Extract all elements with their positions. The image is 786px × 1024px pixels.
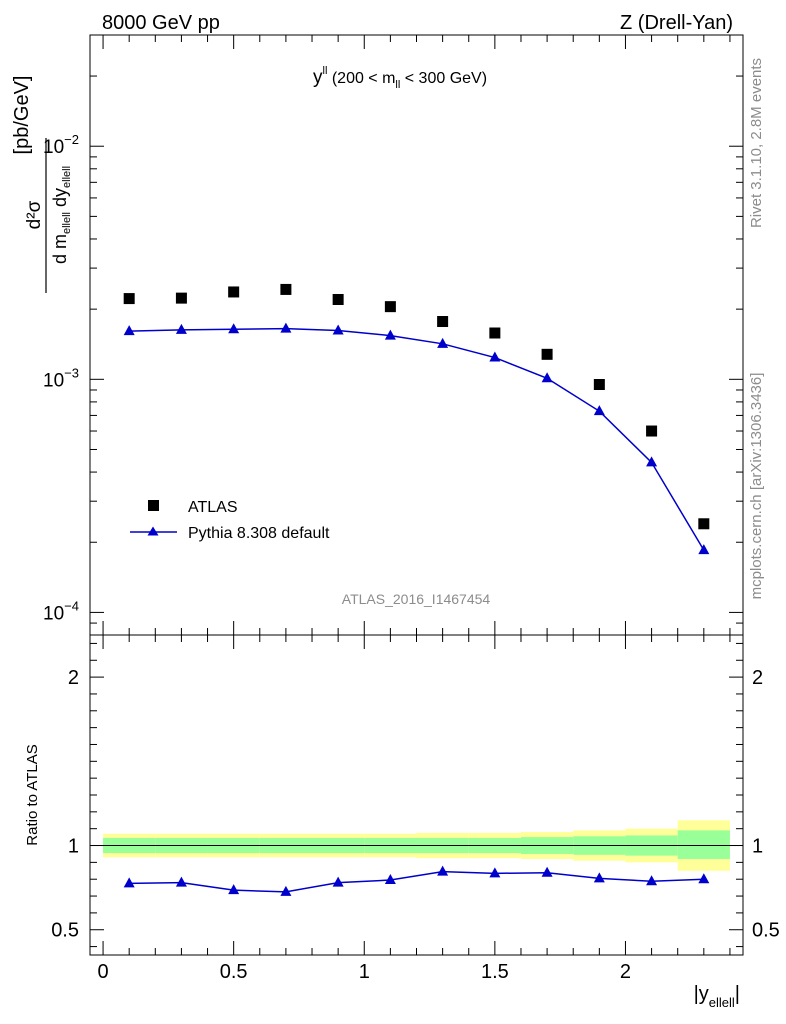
ratio-xlabel: |yellell|: [694, 983, 740, 1010]
y-tick-label-right: 0.5: [752, 920, 780, 942]
ratio-point: [228, 884, 240, 895]
y-tick-label-right: 2: [752, 667, 763, 689]
header-right: Z (Drell-Yan): [620, 12, 733, 34]
legend-atlas-marker: [148, 500, 159, 511]
main-frame: [89, 34, 744, 636]
ratio-frame: [89, 634, 744, 956]
pythia-point: [175, 323, 187, 334]
pythia-point: [123, 325, 135, 336]
pythia-line: [129, 327, 705, 551]
y-tick-label: 0.5: [51, 920, 79, 942]
ratio-point: [384, 874, 396, 885]
pythia-point: [384, 329, 396, 340]
legend-atlas-label: ATLAS: [188, 499, 238, 516]
atlas-point: [332, 293, 344, 305]
x-tick-label: 1.5: [481, 961, 509, 983]
legend-pythia-marker: [147, 526, 159, 536]
pythia-point: [646, 456, 658, 467]
y-tick-label: 1: [68, 836, 79, 858]
ratio-line: [129, 870, 704, 893]
band-inner: [677, 830, 730, 859]
title-sub: ll: [395, 79, 400, 91]
pythia-point: [332, 324, 344, 335]
atlas-point: [646, 425, 658, 437]
atlas-point: [541, 348, 553, 360]
ylabel-denominator: d mellell dyellell: [50, 166, 73, 264]
ratio-panel: 0 0.5 1 1.5 2 0.5 0.5 1 1 2 2 Ratio to ATLAS |yell…: [24, 634, 780, 1010]
ylabel-unit: [pb/GeV]: [11, 76, 33, 155]
y-tick-label-right: 1: [752, 836, 763, 858]
y-tick-label: 2: [68, 667, 79, 689]
header-left: 8000 GeV pp: [102, 12, 220, 34]
legend: ATLAS Pythia 8.308 default: [130, 499, 330, 542]
pythia-point: [228, 323, 240, 334]
ratio-ylabel: Ratio to ATLAS: [24, 744, 41, 845]
pythia-point: [698, 544, 710, 555]
x-tick-label: 0.5: [220, 961, 248, 983]
title-lead: y: [313, 67, 323, 88]
rivet-label: Rivet 3.1.10, 2.8M events: [748, 58, 765, 228]
x-tick-label: 2: [620, 961, 631, 983]
watermark: ATLAS_2016_I1467454: [342, 591, 491, 607]
atlas-point: [593, 379, 605, 391]
pythia-point: [280, 322, 292, 333]
atlas-point: [437, 316, 449, 328]
y-tick-label: 10−2: [43, 132, 79, 158]
x-tick-label: 1: [359, 961, 370, 983]
main-ylabel: [pb/GeV] d²σ d mellell dyellell: [11, 76, 73, 293]
atlas-point: [175, 292, 187, 304]
atlas-point: [280, 283, 292, 295]
atlas-point: [698, 518, 710, 530]
legend-pythia-label: Pythia 8.308 default: [188, 525, 330, 542]
ratio-point: [123, 877, 135, 888]
pythia-point: [437, 337, 449, 348]
main-panel: 10−410−310−2 yll (200 < mll < 300 GeV) A…: [11, 34, 744, 636]
ratio-point: [541, 866, 553, 877]
ratio-point: [698, 873, 710, 884]
ratio-point: [646, 875, 658, 886]
pythia-point: [541, 372, 553, 383]
ratio-point: [593, 872, 605, 883]
ratio-point: [175, 876, 187, 887]
pythia-point: [489, 351, 501, 362]
atlas-point: [489, 327, 501, 339]
mcplots-label: mcplots.cern.ch [arXiv:1306.3436]: [748, 373, 765, 600]
ratio-point: [437, 865, 449, 876]
title-lead-sup: ll: [323, 65, 328, 77]
ratio-point: [280, 885, 292, 896]
x-tick-label: 0: [97, 961, 108, 983]
title-open: (200 < m: [327, 70, 395, 87]
y-tick-label: 10−3: [43, 365, 79, 391]
ratio-point: [332, 876, 344, 887]
y-tick-label: 10−4: [43, 598, 79, 624]
atlas-point: [123, 293, 135, 305]
pythia-point: [593, 405, 605, 416]
title-close: < 300 GeV): [400, 70, 487, 87]
atlas-point: [228, 286, 240, 298]
main-title: yll (200 < mll < 300 GeV): [313, 65, 487, 91]
atlas-point: [384, 301, 396, 313]
ylabel-numerator: d²σ: [24, 200, 45, 229]
ratio-point: [489, 867, 501, 878]
